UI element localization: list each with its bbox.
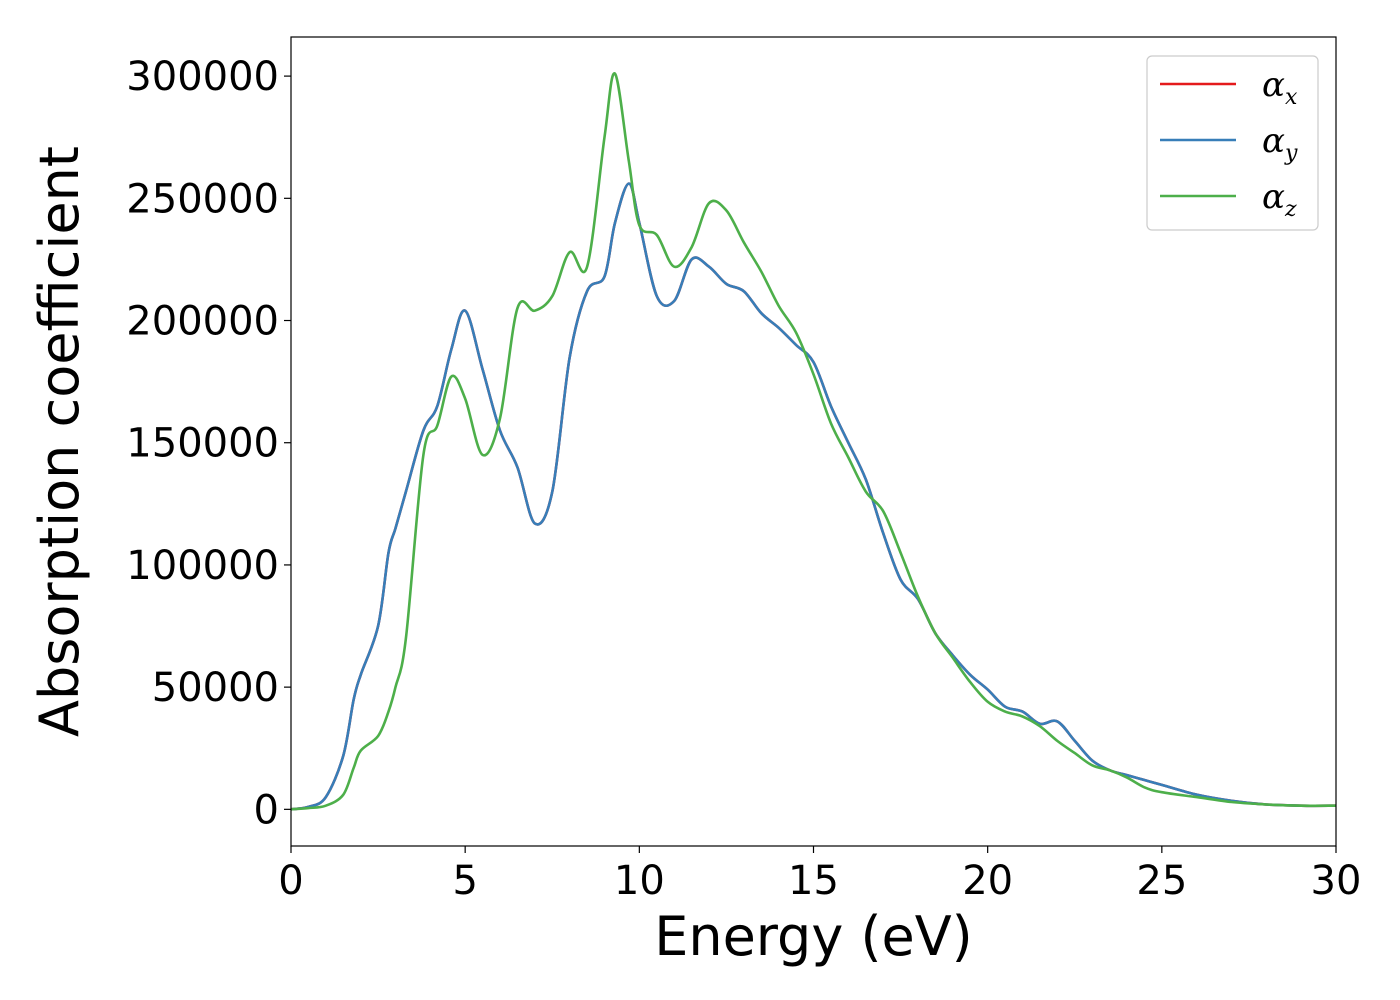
series-line-y — [290, 182, 1337, 811]
x-tick-label: 10 — [614, 858, 665, 904]
y-tick-label: 100000 — [126, 543, 279, 589]
x-tick-label: 0 — [278, 858, 303, 904]
x-tick-label: 15 — [788, 858, 839, 904]
legend: αx αy αz — [1146, 55, 1319, 231]
y-tick-label: 150000 — [126, 421, 279, 467]
y-tick-label: 250000 — [126, 176, 279, 222]
series-line-z — [290, 72, 1337, 811]
x-tick-label: 30 — [1311, 858, 1362, 904]
legend-label-y: αy — [1262, 121, 1298, 166]
x-axis: 0 5 10 15 20 25 30 — [278, 846, 1361, 904]
x-tick-label: 25 — [1136, 858, 1187, 904]
y-tick-label: 300000 — [126, 54, 279, 100]
x-axis-label: Energy (eV) — [654, 905, 973, 968]
legend-box — [1146, 55, 1319, 231]
y-axis-label: Absorption coefficient — [28, 146, 91, 737]
x-tick-label: 5 — [452, 858, 477, 904]
y-axis: 0 50000 100000 150000 200000 250000 300000 — [126, 54, 291, 833]
legend-label-z: αz — [1262, 177, 1297, 222]
y-tick-label: 200000 — [126, 299, 279, 345]
x-tick-label: 20 — [962, 858, 1013, 904]
legend-label-x: αx — [1262, 65, 1298, 110]
series-layer — [290, 72, 1337, 811]
y-tick-label: 50000 — [152, 665, 279, 711]
y-tick-label: 0 — [254, 787, 279, 833]
